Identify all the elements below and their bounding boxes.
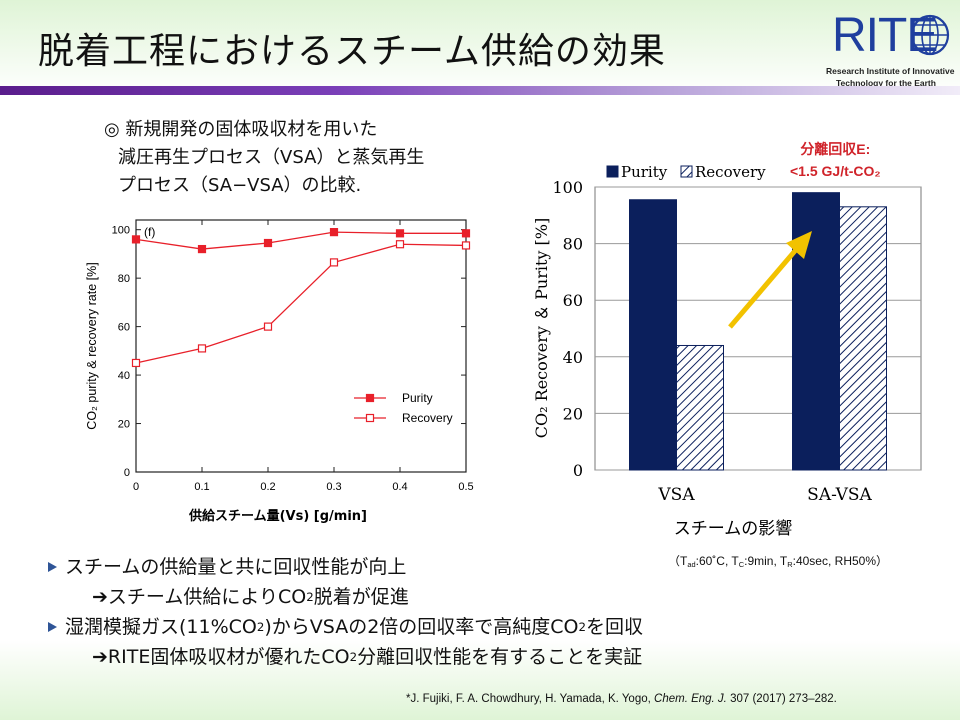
data-point-recovery — [197, 344, 207, 353]
data-point-purity — [197, 244, 207, 254]
legend-label: Purity — [402, 391, 433, 405]
bar-legend-swatch — [680, 165, 693, 178]
intro-line-3: プロセス（SA−VSA）の比較. — [118, 175, 362, 196]
steam-line-chart: 0 20 40 60 80 100 0 0.1 0.2 0.3 0.4 0.5 (f) CO₂ pu… — [85, 219, 474, 524]
intro-line-2: 減圧再生プロセス（VSA）と蒸気再生 — [118, 147, 425, 168]
y-tick-label: 40 — [118, 370, 130, 382]
bar-legend-swatch — [606, 165, 619, 178]
bar-legend-label: Purity — [621, 163, 668, 181]
x-tick-label: 0 — [133, 481, 139, 493]
data-point-recovery — [131, 358, 141, 368]
bar-y-tick-label: 40 — [563, 348, 583, 367]
data-point-purity — [131, 235, 141, 244]
bar-legend-label: Recovery — [695, 163, 766, 181]
y-tick-label: 0 — [124, 467, 130, 479]
rite-logo: RITE Research Institute of Innovative Te… — [826, 8, 955, 88]
bullet-2-sub: ➔RITE固体吸収材が優れたCO 2 分離回収性能を有することを実証 — [92, 646, 643, 668]
data-point-purity — [395, 229, 405, 238]
bar-x-axis-label: スチームの影響 — [674, 519, 793, 539]
bullet-marker-icon — [48, 562, 57, 572]
data-point-purity — [329, 228, 339, 237]
experiment-conditions: （Tad:60˚C, TC:9min, TR:40sec, RH50%） — [668, 554, 888, 569]
title-divider — [0, 86, 960, 95]
page-title: 脱着工程におけるスチーム供給の効果 — [38, 31, 666, 72]
summary-bullets: スチームの供給量と共に回収性能が向上 ➔スチーム供給によりCO 2 脱着が促進 湿潤… — [44, 552, 643, 672]
x-tick-label: 0.2 — [260, 481, 275, 493]
bar-y-tick-label: 100 — [552, 178, 583, 197]
panel-label: (f) — [144, 225, 155, 239]
x-tick-label: 0.1 — [194, 481, 209, 493]
bar-vsa-recovery — [676, 344, 724, 471]
data-point-recovery — [329, 258, 339, 267]
bullet-marker-icon — [48, 622, 57, 632]
legend-marker — [365, 393, 375, 403]
series-line-recovery — [135, 243, 467, 364]
legend-marker — [365, 413, 375, 423]
series-line-purity — [135, 231, 466, 250]
energy-annotation-line-1: 分離回収E: — [800, 141, 871, 157]
x-tick-label: 0.3 — [326, 481, 341, 493]
y-tick-label: 80 — [118, 273, 130, 285]
bar-sa-vsa-recovery — [839, 206, 887, 471]
bullet-1-sub: ➔スチーム供給によりCO 2 脱着が促進 — [92, 586, 409, 608]
data-point-recovery — [395, 240, 405, 249]
data-point-recovery — [461, 241, 471, 250]
y-axis-label: CO₂ purity & recovery rate [%] — [85, 262, 99, 429]
improvement-arrow-icon — [728, 231, 812, 329]
globe-icon — [910, 14, 950, 56]
bar-y-tick-label: 60 — [563, 291, 583, 310]
legend-label: Recovery — [402, 411, 453, 425]
reference-citation: *J. Fujiki, F. A. Chowdhury, H. Yamada, … — [406, 693, 837, 705]
intro-line-1: ◎ 新規開発の固体吸収材を用いた — [104, 119, 378, 140]
bar-y-tick-label: 80 — [563, 235, 583, 254]
data-point-recovery — [263, 322, 273, 331]
plot-frame — [135, 219, 467, 473]
y-tick-label: 60 — [118, 322, 130, 334]
energy-annotation-line-2: <1.5 GJ/t-CO₂ — [790, 163, 881, 179]
x-tick-label: 0.5 — [458, 481, 473, 493]
bullet-1: スチームの供給量と共に回収性能が向上 — [44, 552, 643, 582]
logo-subtitle-2: Technology for the Earth — [836, 78, 936, 88]
bar-y-axis-label: CO₂ Recovery ＆ Purity [%] — [532, 218, 551, 438]
bar-category-label: SA-VSA — [807, 485, 872, 505]
data-point-purity — [263, 238, 273, 248]
steam-bar-chart: 0 20 40 60 80 100 VSA SA-VSA Purity Recovery CO… — [532, 163, 922, 539]
bar-y-tick-label: 0 — [573, 461, 583, 480]
intro-text: ◎ 新規開発の固体吸収材を用いた 減圧再生プロセス（VSA）と蒸気再生 プロセス… — [104, 116, 424, 200]
bar-y-tick-label: 20 — [563, 404, 583, 423]
data-point-purity — [461, 229, 471, 238]
x-axis-label: 供給スチーム量(Vs) [g/min] — [188, 508, 367, 524]
bar-category-label: VSA — [657, 485, 695, 505]
logo-subtitle-1: Research Institute of Innovative — [826, 66, 955, 76]
bullet-2: 湿潤模擬ガス(11%CO 2)からVSAの2倍の回収率で高純度CO 2 を回収 — [44, 612, 643, 642]
bar-vsa-purity — [629, 199, 677, 471]
energy-annotation: 分離回収E: <1.5 GJ/t-CO₂ — [790, 138, 881, 182]
y-tick-label: 100 — [112, 225, 130, 237]
y-tick-label: 20 — [118, 419, 130, 431]
x-tick-label: 0.4 — [392, 481, 407, 493]
